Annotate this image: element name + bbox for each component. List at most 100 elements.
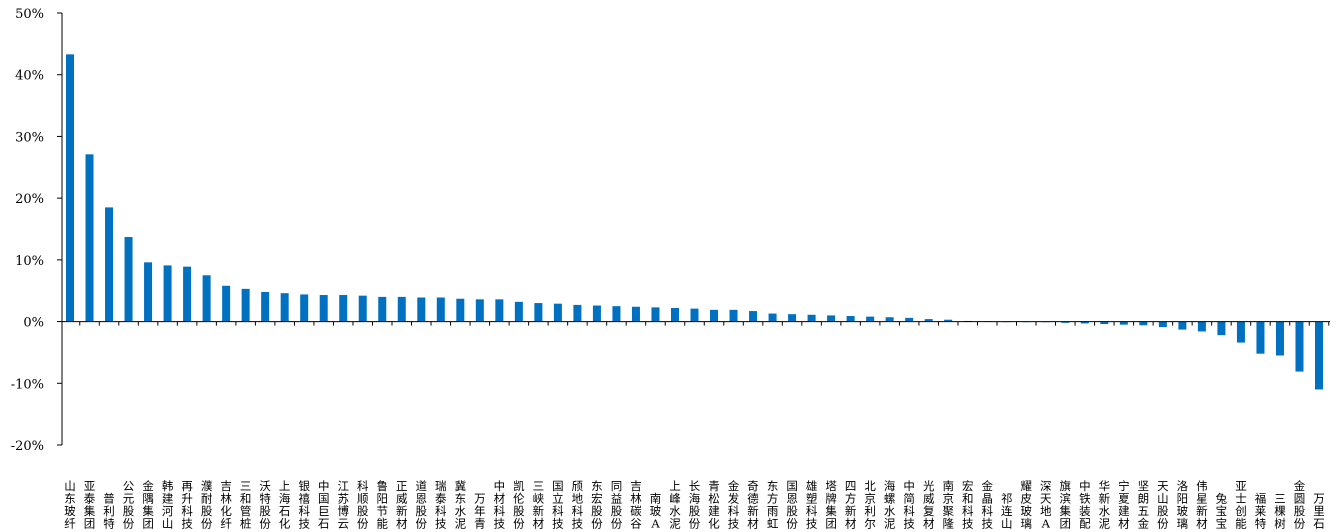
bar [1256,321,1265,354]
x-category-label: 宁夏建材 [1118,479,1130,531]
x-category-label: 深天地 A [1040,479,1052,531]
x-category-label: 银禧科技 [298,479,310,531]
bar [1236,321,1245,343]
x-category-label: 青松建化 [708,479,720,531]
y-tick-label: 20% [15,192,44,207]
x-category-label: 凯伦股份 [513,479,525,531]
bar [1158,321,1167,328]
bar [456,298,465,322]
bar [573,304,582,322]
x-category-label: 鲁阳节能 [377,479,389,531]
x-category-label: 濮耐股份 [201,479,213,531]
bar [905,317,914,322]
x-category-label: 中国巨石 [318,479,330,531]
bar [105,207,114,322]
x-category-label: 道恩股份 [416,479,428,531]
bar [339,295,348,322]
x-category-label: 颀地科技 [572,479,584,531]
x-category-label: 四方新材 [845,479,857,531]
x-category-label: 冀东水泥 [455,479,467,531]
y-tick-label: -10% [11,377,44,392]
x-category-label: 北京利尔 [864,479,876,531]
x-category-label: 科顺股份 [357,479,369,531]
x-category-label: 雄塑科技 [806,479,818,531]
bar [319,295,328,322]
bar [749,311,758,322]
bar [1315,321,1323,390]
x-category-label: 光威复材 [923,479,935,531]
bar [1178,321,1187,330]
bar [631,306,640,322]
x-category-label: 中简科技 [903,479,915,531]
bar [144,262,153,322]
x-category-label: 耀皮玻璃 [1021,479,1033,531]
bar [1100,321,1109,325]
x-category-label: 公元股份 [123,479,135,531]
x-category-label: 坚朗五金 [1138,479,1150,531]
x-category-label: 吉林碳谷 [630,479,642,531]
bar [124,237,133,322]
y-tick-label: 0% [23,316,44,331]
x-category-label: 南京聚隆 [942,479,954,531]
bar [1080,321,1089,324]
x-category-label: 祁连山 [1001,492,1013,531]
x-category-label: 宏和科技 [962,479,974,531]
bar [768,313,777,322]
bar [866,316,875,322]
x-category-label: 沃特股份 [259,479,271,531]
y-tick-label: -20% [11,439,44,454]
x-category-label: 奇德新材 [747,479,759,531]
bar [514,301,523,322]
x-category-label: 金发科技 [728,479,740,531]
x-category-label: 中铁装配 [1079,479,1091,531]
bar [1119,321,1128,325]
bar [729,309,738,322]
x-category-label: 长海股份 [689,479,701,531]
x-category-label: 兔宝宝 [1216,492,1228,531]
x-category-label: 东宏股份 [591,479,603,531]
bar [924,319,933,322]
y-tick-label: 40% [15,69,44,84]
x-category-label: 三和管桩 [240,479,252,531]
bar [280,293,289,322]
bar [436,297,445,322]
x-category-label: 韩建河山 [162,479,174,531]
bar [1275,321,1284,356]
y-tick-label: 50% [15,7,44,22]
bar [553,303,562,322]
x-category-label: 旗滨集团 [1060,479,1072,531]
x-category-label: 金圆股份 [1294,479,1306,531]
x-category-label: 三棵树 [1274,492,1286,531]
bar [417,297,426,322]
x-category-label: 吉林化纤 [220,479,232,531]
bar [807,314,816,322]
x-category-label: 金晶科技 [981,479,993,531]
x-category-label: 天山股份 [1157,479,1169,531]
x-category-label: 金隅集团 [142,479,154,531]
x-category-label: 普利特 [103,492,115,531]
bar [202,275,211,322]
bar [885,317,894,322]
x-category-label: 国恩股份 [786,479,798,531]
x-category-label: 洛阳玻璃 [1177,479,1189,531]
bar [1061,321,1070,323]
x-category-label: 中材科技 [494,479,506,531]
x-category-label: 华新水泥 [1099,479,1111,531]
x-category-label: 正威新材 [396,479,408,531]
bar [261,291,270,322]
bar [397,296,406,322]
bar [670,307,679,322]
bar [378,296,387,322]
bar [612,306,621,322]
x-category-label: 海螺水泥 [884,479,896,531]
x-category-label: 三峡新材 [533,479,545,531]
bar [690,308,699,322]
bar [944,319,953,322]
bar [66,54,74,322]
bar [534,303,543,322]
x-category-label: 亚泰集团 [84,479,96,531]
bar [827,315,836,322]
bar [846,316,855,322]
bar [495,299,504,322]
x-category-label: 山东玻纤 [64,479,76,531]
